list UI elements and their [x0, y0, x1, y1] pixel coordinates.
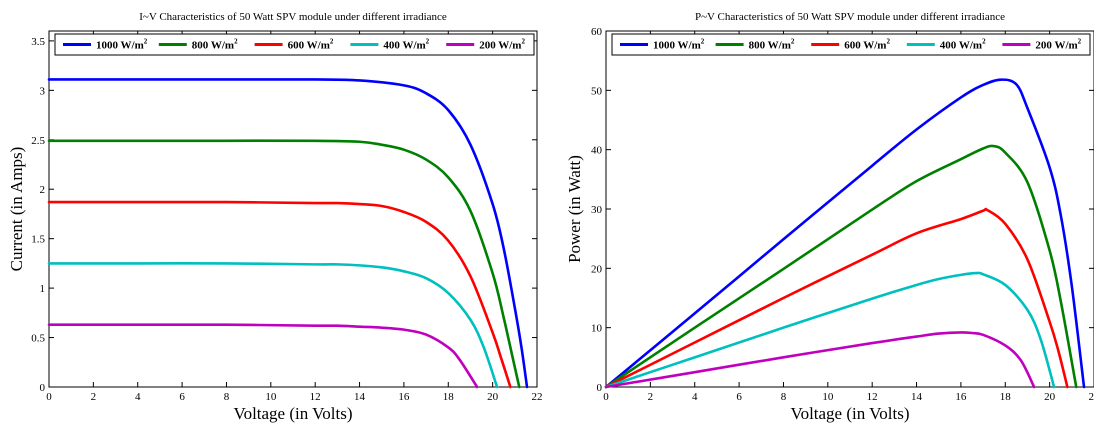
iv-y-ticks: 0 0.5 1 1.5 2 2.5 3 3.5 [31, 36, 537, 394]
pv-plot-area [605, 30, 1094, 388]
pv-legend-label-superscript: 2 [701, 38, 705, 46]
iv-chart-title: I~V Characteristics of 50 Watt SPV modul… [139, 11, 447, 23]
iv-x-tick-label: 10 [265, 391, 277, 403]
pv-x-tick-label: 6 [736, 391, 742, 403]
iv-x-axis-label: Voltage (in Volts) [233, 404, 352, 423]
iv-legend-label-superscript: 2 [144, 38, 148, 46]
pv-y-tick-label: 50 [591, 85, 603, 97]
iv-curves [47, 78, 529, 389]
iv-x-tick-label: 14 [354, 391, 366, 403]
iv-legend-label-3: 400 W/m2 [383, 38, 429, 52]
pv-legend-label-superscript: 2 [982, 38, 986, 46]
pv-x-tick-label: 16 [955, 391, 967, 403]
iv-legend-label-4: 200 W/m2 [479, 38, 525, 52]
iv-y-tick-label: 0 [40, 382, 46, 394]
pv-x-axis-label: Voltage (in Volts) [790, 404, 909, 423]
pv-legend-label-3: 400 W/m2 [940, 38, 986, 52]
pv-x-tick-label: 22 [1089, 391, 1094, 403]
iv-x-tick-label: 16 [398, 391, 410, 403]
iv-legend-label-0: 1000 W/m2 [96, 38, 148, 52]
iv-y-tick-label: 3 [40, 85, 46, 97]
iv-x-tick-label: 2 [91, 391, 97, 403]
iv-legend-label-superscript: 2 [330, 38, 334, 46]
pv-y-tick-label: 60 [591, 26, 603, 38]
iv-x-tick-label: 8 [224, 391, 230, 403]
iv-x-tick-label: 4 [135, 391, 141, 403]
iv-legend-box [54, 33, 535, 56]
iv-x-ticks: 0 2 4 6 8 10 12 14 16 18 20 22 [46, 31, 543, 403]
pv-x-tick-label: 8 [781, 391, 787, 403]
pv-series-line-3 [604, 271, 1056, 389]
pv-chart-title: P~V Characteristics of 50 Watt SPV modul… [695, 11, 1005, 23]
iv-legend-label-1: 800 W/m2 [192, 38, 238, 52]
pv-y-tick-label: 40 [591, 145, 603, 157]
iv-legend-label-superscript: 2 [521, 38, 525, 46]
iv-x-tick-label: 20 [487, 391, 499, 403]
iv-plot-area [48, 30, 538, 388]
iv-y-tick-label: 2 [40, 184, 46, 196]
iv-y-axis-label: Current (in Amps) [7, 147, 26, 272]
iv-x-tick-label: 12 [310, 391, 321, 403]
iv-legend-label-superscript: 2 [426, 38, 430, 46]
pv-x-tick-label: 12 [867, 391, 878, 403]
pv-legend-label-4: 200 W/m2 [1035, 38, 1081, 52]
pv-legend-label-2: 600 W/m2 [844, 38, 890, 52]
pv-legend-label-0: 1000 W/m2 [653, 38, 705, 52]
iv-legend: 1000 W/m2 800 W/m2 600 W/m2 400 W/m2 200 W/m… [54, 33, 535, 56]
iv-series-line-2 [47, 200, 512, 389]
iv-x-tick-label: 0 [46, 391, 52, 403]
pv-y-tick-label: 10 [591, 323, 603, 335]
pv-legend-box [611, 33, 1091, 56]
iv-y-tick-label: 0.5 [31, 333, 45, 345]
iv-y-tick-label: 1.5 [31, 234, 45, 246]
pv-legend: 1000 W/m2 800 W/m2 600 W/m2 400 W/m2 200 W/m… [611, 33, 1091, 56]
iv-legend-label-2: 600 W/m2 [288, 38, 334, 52]
iv-y-tick-label: 1 [40, 283, 46, 295]
iv-x-tick-label: 22 [532, 391, 543, 403]
pv-y-axis-label: Power (in Watt) [565, 155, 584, 263]
iv-series-line-0 [47, 78, 529, 389]
iv-series-line-4 [47, 323, 479, 389]
iv-chart: I~V Characteristics of 50 Watt SPV modul… [7, 11, 543, 423]
iv-y-tick-label: 3.5 [31, 36, 45, 48]
iv-series-line-1 [47, 139, 521, 389]
pv-legend-label-superscript: 2 [886, 38, 890, 46]
pv-x-tick-label: 10 [822, 391, 834, 403]
pv-curves [604, 78, 1086, 389]
iv-legend-label-superscript: 2 [234, 38, 238, 46]
pv-series-line-0 [604, 78, 1086, 389]
pv-x-tick-label: 14 [911, 391, 923, 403]
iv-series-line-3 [47, 262, 499, 389]
pv-x-tick-label: 2 [648, 391, 654, 403]
pv-y-tick-label: 30 [591, 204, 603, 216]
pv-x-tick-label: 4 [692, 391, 698, 403]
pv-y-tick-label: 20 [591, 263, 603, 275]
pv-y-tick-label: 0 [597, 382, 603, 394]
pv-x-tick-label: 18 [1000, 391, 1012, 403]
iv-y-tick-label: 2.5 [31, 135, 45, 147]
iv-x-tick-label: 6 [179, 391, 185, 403]
pv-x-tick-label: 20 [1044, 391, 1056, 403]
pv-y-ticks: 0 10 20 30 40 50 60 [591, 26, 1094, 394]
pv-legend-label-superscript: 2 [791, 38, 795, 46]
pv-series-line-2 [604, 207, 1069, 389]
pv-chart: P~V Characteristics of 50 Watt SPV modul… [565, 11, 1094, 423]
pv-x-tick-label: 0 [603, 391, 609, 403]
pv-series-line-1 [604, 144, 1078, 389]
pv-series-line-4 [604, 331, 1036, 389]
iv-x-tick-label: 18 [443, 391, 455, 403]
pv-legend-label-1: 800 W/m2 [749, 38, 795, 52]
pv-legend-label-superscript: 2 [1078, 38, 1082, 46]
